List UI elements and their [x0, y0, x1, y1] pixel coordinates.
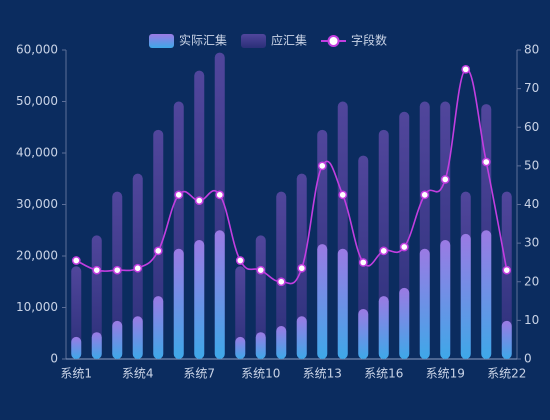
y2-tick-label: 10	[524, 313, 539, 327]
y2-tick-label: 60	[524, 120, 539, 134]
legend-symbol	[241, 34, 266, 48]
bar	[276, 191, 287, 359]
bar	[399, 287, 410, 359]
bar	[214, 230, 225, 359]
line-marker	[317, 161, 327, 171]
bar	[153, 296, 164, 359]
line-marker	[420, 190, 430, 200]
y2-tick-label: 70	[524, 81, 539, 95]
line-marker	[174, 190, 184, 200]
line-marker	[194, 196, 204, 205]
y2-tick-label: 40	[524, 197, 539, 211]
bar	[419, 248, 430, 359]
x-tick-label: 系统7	[183, 367, 215, 381]
y-tick-label: 60,000	[16, 43, 58, 57]
line-marker	[235, 256, 245, 265]
bar	[255, 235, 266, 359]
x-tick-label: 系统22	[487, 367, 526, 381]
bar	[501, 191, 512, 359]
bar	[378, 296, 389, 359]
y2-tick-label: 0	[524, 352, 532, 366]
y-tick-label: 0	[50, 352, 58, 366]
bar	[255, 332, 266, 359]
line-marker	[338, 190, 348, 200]
x-tick-label: 系统13	[303, 367, 342, 381]
y2-tick-label: 20	[524, 274, 539, 288]
legend-item[interactable]: 应汇集	[241, 33, 307, 49]
y2-tick-label: 80	[524, 43, 539, 57]
x-tick-label: 系统1	[60, 367, 92, 381]
legend-label: 字段数	[351, 33, 387, 48]
bar	[460, 233, 471, 359]
y-tick-label: 30,000	[16, 197, 58, 211]
line-marker	[502, 265, 512, 275]
line-marker	[358, 258, 368, 267]
legend-symbol	[327, 35, 340, 47]
line-marker	[440, 175, 450, 184]
bar	[481, 230, 492, 359]
bar	[91, 235, 102, 359]
bar	[358, 309, 369, 359]
bar	[501, 320, 512, 359]
line-marker	[133, 263, 143, 273]
legend-label: 实际汇集	[179, 33, 227, 48]
y2-tick-label: 50	[524, 158, 539, 172]
line-marker	[297, 263, 307, 273]
bar	[235, 266, 246, 359]
line-marker	[481, 157, 491, 167]
x-tick-label: 系统10	[241, 367, 280, 381]
legend-symbol	[149, 34, 174, 48]
x-tick-label: 系统4	[122, 367, 154, 381]
x-tick-label: 系统19	[426, 367, 465, 381]
line-marker	[276, 277, 286, 287]
y-tick-label: 10,000	[16, 300, 58, 314]
y-tick-label: 40,000	[16, 146, 58, 160]
bar	[276, 326, 287, 359]
bar	[358, 155, 369, 359]
bar	[173, 248, 184, 359]
line-marker	[92, 265, 102, 275]
y2-tick-label: 30	[524, 236, 539, 250]
line-marker	[71, 256, 81, 265]
y-tick-label: 20,000	[16, 249, 58, 263]
legend-label: 应汇集	[271, 33, 307, 48]
line-marker	[112, 265, 122, 275]
legend-item[interactable]: 字段数	[321, 33, 387, 48]
line-marker	[379, 246, 389, 256]
line-marker	[461, 64, 471, 74]
bar	[235, 336, 246, 359]
line-marker	[215, 190, 225, 200]
bar	[112, 191, 123, 359]
x-tick-label: 系统16	[364, 367, 403, 381]
bar	[337, 248, 348, 359]
bar	[91, 332, 102, 359]
line-marker	[256, 265, 266, 275]
line-marker	[153, 246, 163, 256]
line-marker	[399, 242, 409, 252]
bar	[71, 266, 82, 359]
bar	[296, 316, 307, 359]
legend-item[interactable]: 实际汇集	[149, 33, 227, 49]
bar	[194, 240, 205, 359]
bar	[132, 316, 143, 359]
bar	[112, 320, 123, 359]
y-tick-label: 50,000	[16, 94, 58, 108]
bar	[440, 240, 451, 359]
bar	[71, 336, 82, 359]
bar	[317, 244, 328, 359]
